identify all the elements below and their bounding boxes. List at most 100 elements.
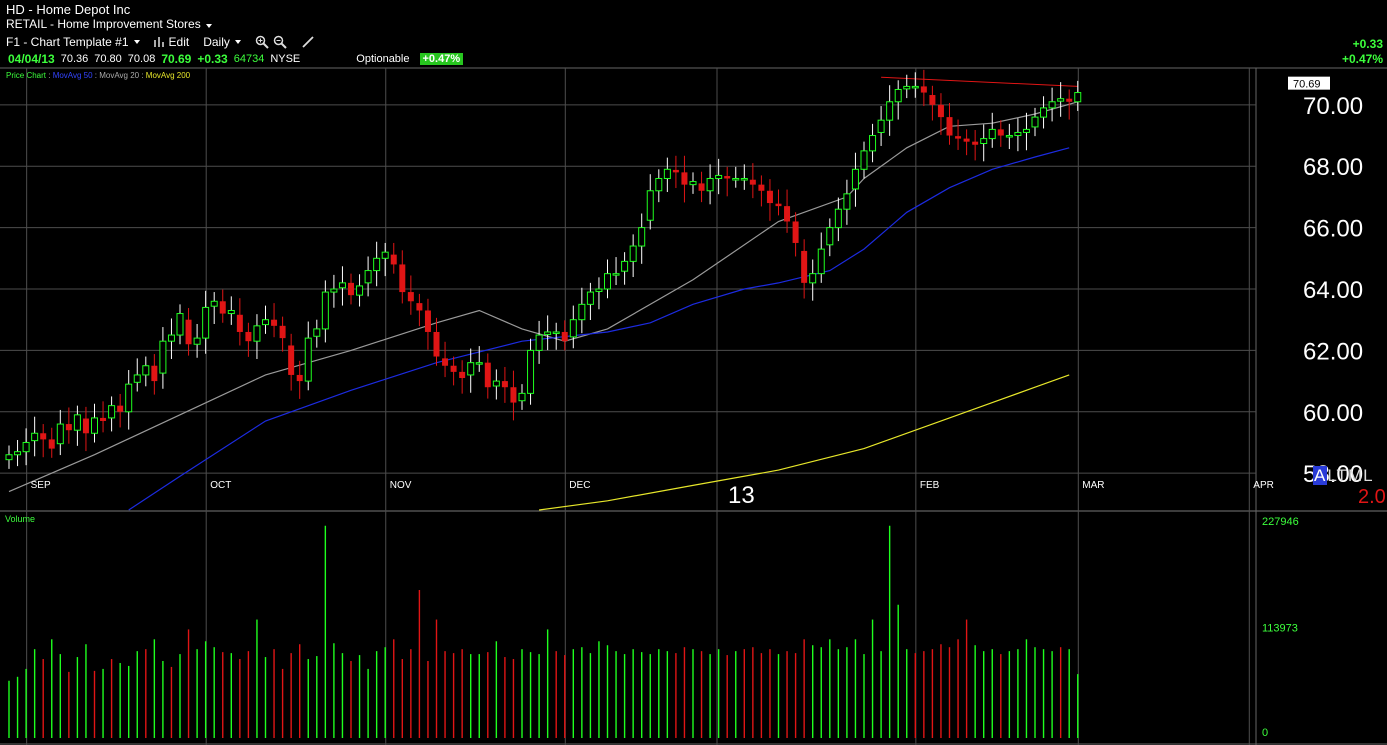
symbol-title[interactable]: HD - Home Depot Inc [6,2,130,17]
candle-body [817,248,825,275]
legend-ma200[interactable]: MovAvg 200 [145,71,191,80]
candle-body [784,206,791,222]
candle-body [373,257,381,272]
candle-body [638,227,646,247]
change-abs: +0.33 [1352,37,1383,51]
sector-label: RETAIL - Home Improvement Stores [6,17,201,31]
candle-body [167,334,175,342]
candle-body [399,264,406,293]
candle-body [843,193,851,210]
candle-body [621,260,629,272]
period-dropdown[interactable]: Daily [203,35,241,49]
candle-body [364,270,372,284]
template-label: F1 - Chart Template #1 [6,35,129,49]
chevron-down-icon [133,40,140,44]
altml-a[interactable]: A [1313,466,1328,485]
quote-date: 04/04/13 [8,52,55,66]
candle-body [1066,98,1073,102]
candle-body [929,95,936,105]
zoom-out-button[interactable] [273,35,287,49]
candle-body [886,101,894,121]
quote-low: 70.08 [127,53,156,65]
candlesticks [5,69,1082,469]
symbol-title-text: HD - Home Depot Inc [6,2,131,17]
candle-body [706,178,714,192]
ma-line-movavg-50 [128,147,1070,511]
y-tick-label: 60.00 [1303,400,1363,427]
candle-body [1022,128,1030,133]
candle-body [100,417,107,421]
x-tick-label: MAR [1082,480,1104,491]
ma-line-movavg-20 [8,101,1078,493]
candle-body [552,331,560,334]
y-tick-label: 70.00 [1303,93,1363,120]
template-dropdown[interactable]: F1 - Chart Template #1 [6,35,140,49]
candle-body [467,362,475,376]
draw-tool-button[interactable] [301,35,315,49]
candle-body [176,313,184,336]
candle-body [433,331,440,357]
candle-body [569,319,577,338]
ma-line-movavg-200 [539,374,1070,511]
candle-body [304,337,312,382]
candle-body [860,150,868,170]
alert-tool-bar[interactable]: ALTML [1313,466,1374,486]
last-price-tag [1288,76,1330,90]
zoom-in-button[interactable] [255,35,269,49]
candle-body [321,291,329,330]
legend-ma20[interactable]: MovAvg 20 [99,71,140,80]
candle-body [561,331,568,342]
candle-body [142,365,150,376]
candle-body [1005,135,1013,138]
x-tick-label: APR [1253,480,1274,491]
candle-body [1014,131,1022,137]
candle-body [65,424,72,431]
candle-body [801,250,808,283]
y-tick-label: 68.00 [1303,154,1363,181]
candle-body [279,325,286,339]
altml-l[interactable]: L [1327,466,1337,485]
candle-body [894,88,902,103]
chevron-down-icon [205,24,212,28]
altml-t[interactable]: T [1336,466,1348,485]
candle-body [869,135,877,152]
candle-body [663,168,671,180]
candle-body [48,439,55,449]
candle-body [681,172,688,185]
candle-body [1057,98,1065,102]
sector-selector[interactable]: RETAIL - Home Improvement Stores [6,17,212,31]
quote-close: 70.69 [161,52,192,66]
candle-body [715,174,723,180]
candle-body [527,349,535,394]
candle-body [672,169,679,173]
candle-body [1074,92,1082,103]
legend-price-chart[interactable]: Price Chart [6,71,47,80]
candle-body [595,288,603,292]
candle-body [40,433,47,440]
candle-body [236,314,243,332]
candle-body [338,282,346,289]
candle-body [988,128,996,140]
candle-body [159,340,167,374]
candle-body [732,178,740,181]
version-indicator: 2.0 [1358,486,1386,508]
altml-m[interactable]: M [1347,466,1364,485]
candle-body [193,337,201,345]
candle-body [407,292,414,302]
legend-ma50[interactable]: MovAvg 50 [52,71,93,80]
candle-body [125,383,133,413]
volume-tick-label: 0 [1262,727,1268,739]
candle-body [31,432,39,442]
altml-l2[interactable]: L [1363,466,1374,485]
quote-exchange: NYSE [270,53,301,65]
candle-body [535,334,543,351]
indicator-legend: Price Chart : MovAvg 50 : MovAvg 20 : Mo… [6,71,191,80]
candle-body [955,136,962,139]
trendline [881,76,1078,87]
moving-average-lines [8,76,1078,511]
candle-body [108,405,116,419]
candle-body [972,141,979,145]
edit-button[interactable]: Edit [153,35,189,49]
candle-body [313,328,321,337]
